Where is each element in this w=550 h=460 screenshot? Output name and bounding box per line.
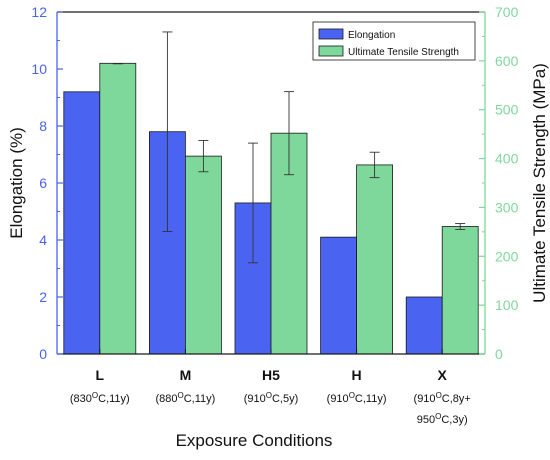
y-tick-label-left-6: 6 [39,175,47,191]
y-tick-label-right-200: 200 [495,248,519,264]
bars-layer [63,62,479,355]
y-tick-label-right-0: 0 [495,346,503,362]
x-sub-label-X: (910OC,8y+ [414,391,471,405]
y-tick-label-left-4: 4 [39,232,47,248]
x-sub-label-H: (910OC,11y) [327,391,387,405]
bar-uts-M [184,155,222,355]
legend-swatch-1 [318,45,344,57]
y-axis-title-left: Elongation (%) [7,127,26,239]
bar-elongation-H [320,236,358,355]
x-tick-label-X: X [438,367,448,383]
x-sub-label-2-X: 950OC,3y) [417,412,468,426]
x-sub-label-L: (830OC,11y) [70,391,130,405]
y-tick-label-left-0: 0 [39,346,47,362]
axes-layer [56,11,486,355]
y-tick-label-left-2: 2 [39,289,47,305]
x-tick-label-L: L [96,367,105,383]
x-sub-label-M: (880OC,11y) [155,391,215,405]
bar-uts-L [99,62,137,355]
legend-label-1: Ultimate Tensile Strength [348,47,459,58]
error-bars-layer [112,31,466,264]
bar-elongation-X [405,296,443,355]
x-tick-label-H: H [352,367,362,383]
y-tick-label-right-700: 700 [495,4,519,20]
ticks-layer: L (830OC,11y) M (880OC,11y) H5 (910OC,5y) H (91… [31,4,518,426]
bar-uts-X [441,226,479,355]
y-tick-label-left-10: 10 [31,61,47,77]
x-tick-label-M: M [180,367,192,383]
legend-swatch-0 [318,28,344,40]
y-tick-label-left-8: 8 [39,118,47,134]
y-tick-label-right-300: 300 [495,199,519,215]
y-tick-label-right-100: 100 [495,297,519,313]
y-tick-label-right-400: 400 [495,151,519,167]
legend-label-0: Elongation [348,30,395,41]
y-axis-title-right: Ultimate Tensile Strength (MPa) [530,63,549,303]
legend: Elongation Ultimate Tensile Strength [312,21,476,61]
x-sub-label-H5: (910OC,5y) [244,391,299,405]
y-tick-label-right-500: 500 [495,102,519,118]
x-tick-label-H5: H5 [262,367,280,383]
bar-uts-H [356,164,394,355]
bar-elongation-L [63,91,101,355]
x-axis-title: Exposure Conditions [176,431,333,450]
y-tick-label-right-600: 600 [495,53,519,69]
y-tick-label-left-12: 12 [31,4,47,20]
